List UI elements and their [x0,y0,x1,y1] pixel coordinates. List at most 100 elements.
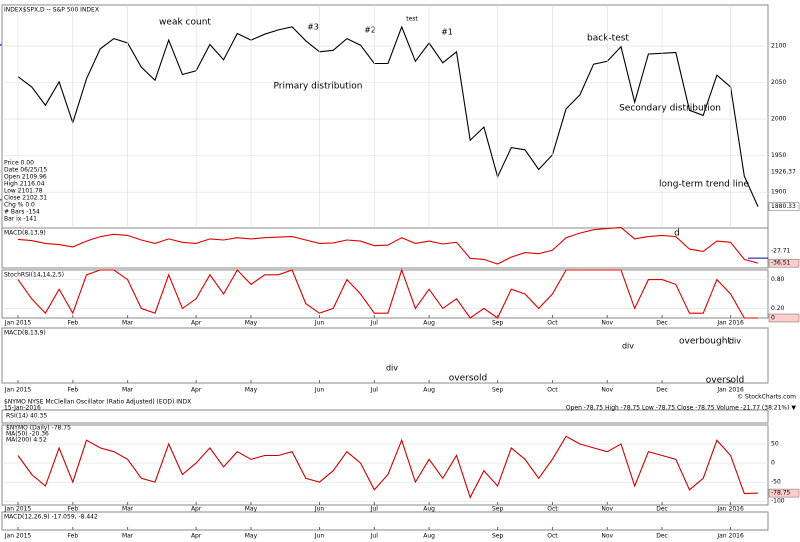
x-tick-label: Oct [547,506,558,513]
x-tick-label: Apr [191,533,202,540]
x-tick-label: Sep [492,320,504,327]
panel-title: MACD(8,13,9) [4,230,46,237]
panel-title: StochRSI(14,14,2,5) [4,272,64,279]
value-box [768,313,800,323]
data-line [17,435,759,499]
x-tick-label: Dec [656,387,668,394]
info-line: Close 2102.31 [4,195,47,202]
x-tick-label: Aug [423,387,435,394]
legend-entry: $NYMO (Daily) -78.75 [6,425,71,432]
y-tick-label: 0.80 [771,276,785,283]
x-tick-label: Mar [122,533,134,540]
x-tick-label: Jul [370,387,379,394]
x-tick-label: Jan 2015 [4,533,32,540]
annotation: div [622,342,634,351]
info-line: Open 2109.96 [4,174,47,181]
x-tick-label: Jan 2015 [4,506,32,513]
annotation: d [674,229,680,239]
x-tick-label: Apr [191,320,202,327]
annotation: back-test [587,34,629,44]
annotation: test [406,16,418,23]
y-tick-label: -50 [771,479,781,486]
annotation: oversold [449,374,487,384]
x-tick-label: Dec [656,320,668,327]
x-tick-label: Mar [122,506,134,513]
y-tick-label: 1900 [771,189,786,196]
x-tick-label: Feb [68,387,79,394]
info-line: Bar ix -141 [4,216,37,223]
x-tick-label: Aug [423,506,435,513]
panel-frame [1,327,769,384]
y-tick-label: 50 [771,441,779,448]
y-tick-label: 2100 [771,42,786,49]
x-tick-label: Jul [370,320,379,327]
x-tick-label: Jan 2016 [716,533,744,540]
y-tick-label: 1950 [771,152,786,159]
x-tick-label: Jan 2015 [4,320,32,327]
panel-frame [1,269,769,319]
x-tick-label: Sep [492,387,504,394]
panel-title: $NYMO NYSE McClellan Oscillator (Ratio A… [4,399,191,406]
x-tick-label: Jan 2016 [716,506,744,513]
annotation: Secondary distribution [619,104,721,114]
annotation: long-term trend line [659,180,749,190]
x-tick-label: Jul [370,506,379,513]
x-tick-label: Jun [314,320,325,327]
value-box [768,202,800,211]
y-tick-label: 0 [771,460,775,467]
x-tick-label: Apr [191,387,202,394]
x-tick-label: Mar [122,320,134,327]
x-tick-label: Feb [68,506,79,513]
x-tick-label: Oct [547,320,558,327]
panel-title: INDEX$SPX,D -- S&P 500 INDEX [4,7,99,14]
x-tick-label: Dec [656,506,668,513]
x-tick-label: Mar [122,387,134,394]
x-tick-label: Nov [601,387,613,394]
annotation: #2 [364,26,376,35]
panel-title: MACD(12,26,9) -17.059, -8.442 [4,514,98,521]
panel-frame [1,4,769,229]
legend-entry: MA(50) -20.36 [6,431,49,438]
x-tick-label: Aug [423,533,435,540]
panel-frame [1,511,769,531]
panel-frame [1,424,769,506]
annotation: weak count [159,18,211,28]
x-tick-label: May [245,506,258,513]
info-line: Low 2101.78 [4,188,43,195]
last-value-label: -36.51 [771,260,791,267]
info-line: Chg % 0.0 [4,202,35,209]
x-tick-label: Jul [370,533,379,540]
panel-frame [1,227,769,269]
y-tick-label: -100 [771,498,785,505]
data-line [17,268,758,319]
info-line: # Bars -154 [4,209,40,216]
value-box [768,258,800,268]
y-tick-label: 2050 [771,79,786,86]
credit: © StockCharts.com [737,394,796,401]
x-tick-label: Jan 2016 [716,387,744,394]
x-tick-label: Feb [68,533,79,540]
panel-frame [1,409,769,424]
x-tick-label: Jun [314,387,325,394]
x-tick-label: Dec [656,533,668,540]
x-tick-label: Nov [601,506,613,513]
x-tick-label: Oct [547,533,558,540]
x-tick-label: May [245,533,258,540]
x-tick-label: Jun [314,533,325,540]
value-box [768,488,800,498]
last-value-label: 0 [771,315,775,322]
last-value-label: -78.75 [771,490,791,497]
info-line: High 2116.04 [4,181,45,188]
x-tick-label: May [245,320,258,327]
x-tick-label: Apr [191,506,202,513]
x-tick-label: Jan 2016 [716,320,744,327]
info-line: Price 0.00 [4,160,34,167]
annotation: div [729,337,741,346]
legend-entry: RSI(14) 40.35 [6,413,47,420]
x-tick-label: Sep [492,533,504,540]
annotation: div [386,364,398,373]
last-value-label: 1880.33 [771,203,796,210]
x-tick-label: May [245,387,258,394]
x-tick-label: Aug [423,320,435,327]
